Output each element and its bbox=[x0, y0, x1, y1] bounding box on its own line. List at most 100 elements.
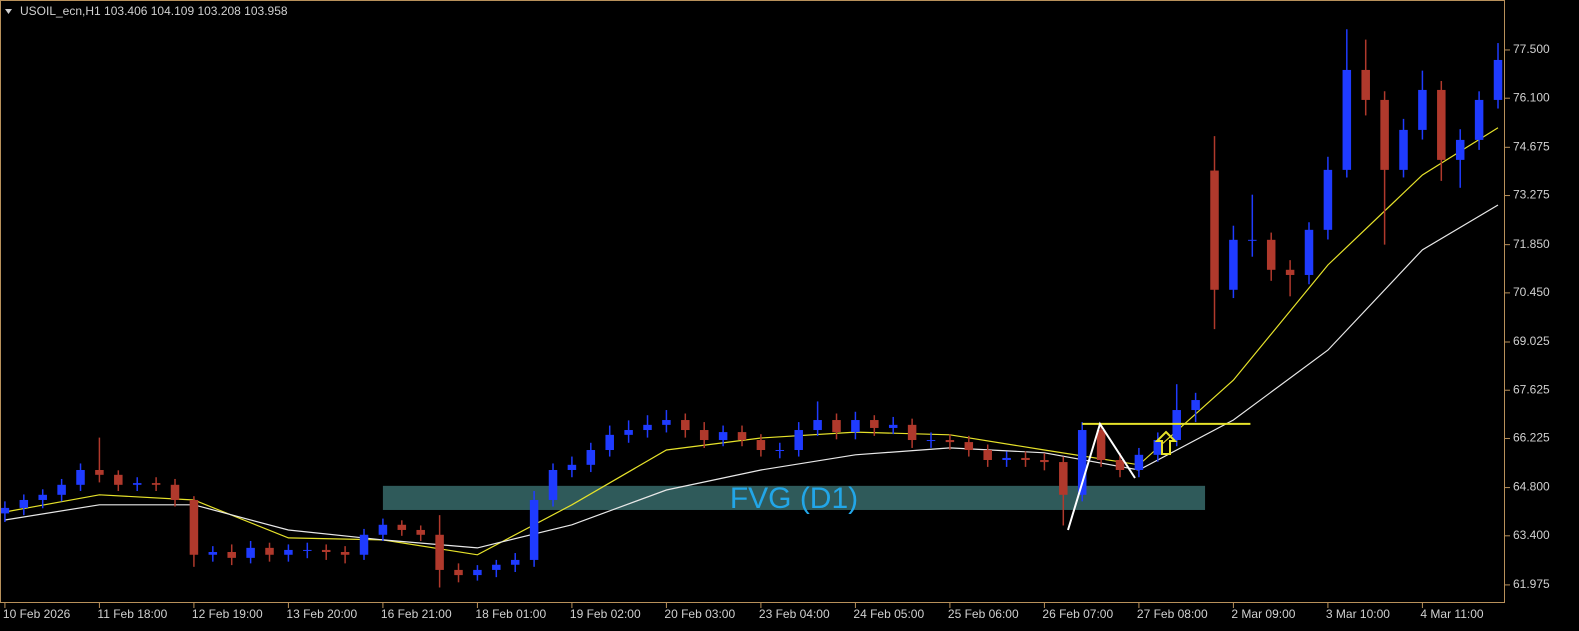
candle-body bbox=[681, 420, 690, 431]
x-tick-label: 20 Feb 03:00 bbox=[664, 607, 735, 621]
candle-body bbox=[945, 440, 955, 443]
candle-body bbox=[0, 507, 10, 514]
candle-body bbox=[303, 549, 312, 551]
candle-body bbox=[1493, 59, 1503, 100]
candle-body bbox=[265, 547, 274, 555]
x-tick-label: 2 Mar 09:00 bbox=[1231, 607, 1295, 621]
zigzag bbox=[1067, 421, 1136, 531]
candle-body bbox=[1172, 410, 1181, 441]
candle-body bbox=[851, 420, 860, 433]
candle-body bbox=[1059, 462, 1068, 495]
candle-body bbox=[813, 420, 822, 431]
candle-body bbox=[888, 424, 898, 428]
candle-body bbox=[964, 442, 974, 451]
candle-body bbox=[605, 434, 614, 451]
candle-body bbox=[756, 440, 766, 451]
y-tick-label: 64.800 bbox=[1513, 480, 1550, 494]
candle-body bbox=[1304, 229, 1314, 275]
candle-body bbox=[416, 529, 425, 535]
y-tick-label: 73.275 bbox=[1513, 188, 1550, 202]
candle-body bbox=[321, 549, 331, 553]
candle-body bbox=[1191, 400, 1200, 411]
candle-body bbox=[473, 569, 482, 576]
menu-marker bbox=[5, 9, 12, 14]
candle-body bbox=[624, 430, 633, 435]
x-tick-label: 12 Feb 19:00 bbox=[192, 607, 263, 621]
candle-body bbox=[1210, 170, 1219, 290]
candle-body bbox=[1418, 89, 1427, 130]
y-tick-label: 63.400 bbox=[1513, 528, 1550, 542]
x-tick-label: 16 Feb 21:00 bbox=[381, 607, 452, 621]
arrow-up bbox=[1154, 430, 1178, 455]
candle-body bbox=[1096, 430, 1106, 461]
candle-body bbox=[718, 432, 728, 441]
candle-body bbox=[529, 499, 539, 560]
chart-title: USOIL_ecn,H1 103.406 104.109 103.208 103… bbox=[20, 4, 288, 18]
fvg-zone bbox=[382, 485, 1206, 510]
x-tick-label: 3 Mar 10:00 bbox=[1326, 607, 1390, 621]
candle-body bbox=[38, 494, 47, 500]
candle-body bbox=[737, 432, 747, 441]
candle-body bbox=[1455, 139, 1465, 160]
x-tick-label: 24 Feb 05:00 bbox=[853, 607, 924, 621]
candle-body bbox=[151, 483, 161, 485]
candle-body bbox=[454, 569, 463, 576]
candle-body bbox=[114, 474, 123, 485]
candle-body bbox=[19, 499, 29, 508]
candle-body bbox=[435, 534, 444, 570]
candle-body bbox=[359, 534, 369, 555]
candle-body bbox=[1399, 129, 1408, 170]
candle-body bbox=[1002, 457, 1011, 461]
x-tick-label: 11 Feb 18:00 bbox=[97, 607, 167, 621]
candle-body bbox=[1323, 169, 1333, 230]
candle-body bbox=[870, 420, 879, 428]
candle-body bbox=[246, 547, 255, 558]
y-tick-label: 76.100 bbox=[1513, 90, 1550, 104]
x-tick-label: 18 Feb 01:00 bbox=[475, 607, 546, 621]
candle-body bbox=[208, 552, 218, 555]
x-tick-label: 23 Feb 04:00 bbox=[759, 607, 830, 621]
candle-body bbox=[132, 483, 142, 485]
fvg-label: FVG (D1) bbox=[730, 482, 858, 515]
candle-body bbox=[907, 424, 917, 441]
candle-body bbox=[1153, 440, 1163, 455]
plot-border bbox=[0, 0, 1505, 603]
candle-body bbox=[1229, 239, 1238, 290]
candle-body bbox=[57, 484, 66, 495]
candle-body bbox=[794, 430, 803, 451]
plot-area: FVG (D1) bbox=[0, 29, 1503, 588]
candle-body bbox=[1380, 99, 1389, 170]
candle-body bbox=[1266, 239, 1276, 270]
candle-body bbox=[1021, 457, 1030, 461]
x-tick-label: 25 Feb 06:00 bbox=[948, 607, 1019, 621]
y-tick-label: 70.450 bbox=[1513, 285, 1550, 299]
candle-body bbox=[1361, 69, 1370, 100]
candle-body bbox=[1474, 99, 1484, 140]
y-tick-label: 74.675 bbox=[1513, 139, 1550, 153]
candle-body bbox=[548, 469, 558, 500]
candle-body bbox=[76, 469, 85, 485]
candle-body bbox=[1342, 69, 1352, 170]
candle-body bbox=[1248, 239, 1257, 241]
candle-body bbox=[983, 450, 992, 461]
y-tick-label: 67.625 bbox=[1513, 382, 1550, 396]
candle-body bbox=[170, 484, 180, 500]
candle-body bbox=[1437, 89, 1446, 160]
candle-body bbox=[699, 430, 709, 441]
candle-body bbox=[1077, 430, 1087, 495]
candle-body bbox=[832, 420, 841, 433]
x-tick-label: 13 Feb 20:00 bbox=[286, 607, 357, 621]
y-tick-label: 69.025 bbox=[1513, 334, 1550, 348]
candle-body bbox=[586, 450, 596, 465]
candle-body bbox=[95, 469, 104, 475]
candle-body bbox=[284, 549, 293, 555]
candle-body bbox=[189, 499, 199, 555]
x-tick-label: 26 Feb 07:00 bbox=[1042, 607, 1113, 621]
candle-body bbox=[378, 524, 388, 535]
y-tick-label: 71.850 bbox=[1513, 237, 1550, 251]
candle-body bbox=[227, 552, 236, 558]
candle-body bbox=[926, 440, 936, 442]
